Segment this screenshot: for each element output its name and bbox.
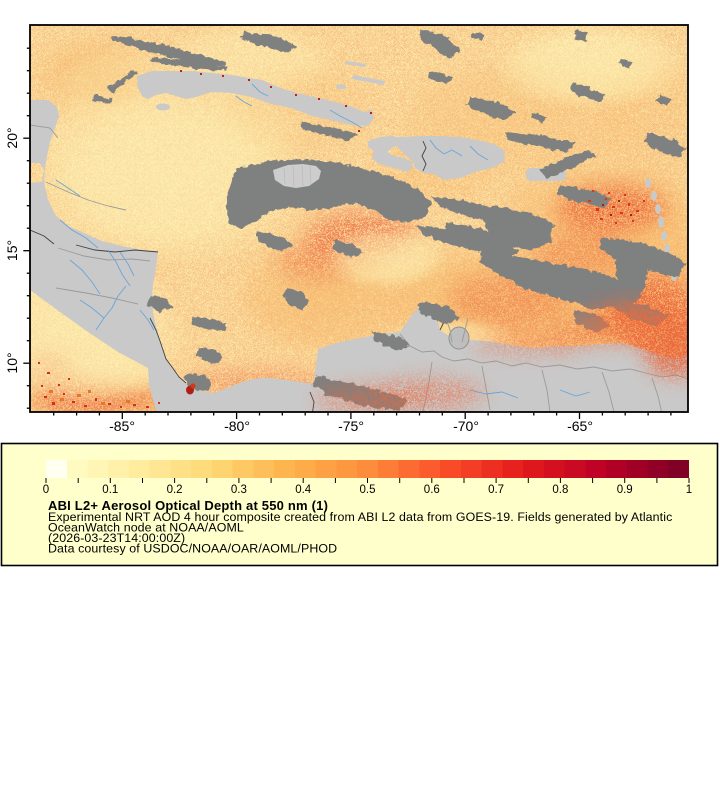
svg-text:Experimental NRT AOD 4 hour co: Experimental NRT AOD 4 hour composite cr…: [48, 510, 672, 524]
svg-text:0.1: 0.1: [102, 484, 118, 496]
svg-text:OceanWatch node at NOAA/AOML: OceanWatch node at NOAA/AOML: [48, 521, 244, 535]
svg-text:Data courtesy of USDOC/NOAA/OA: Data courtesy of USDOC/NOAA/OAR/AOML/PHO…: [48, 542, 337, 556]
svg-text:0.5: 0.5: [360, 484, 376, 496]
svg-text:-75°: -75°: [338, 418, 364, 434]
svg-text:0.9: 0.9: [617, 484, 633, 496]
svg-text:10°: 10°: [4, 352, 20, 373]
svg-text:0.2: 0.2: [167, 484, 183, 496]
svg-text:20°: 20°: [4, 127, 20, 148]
svg-text:0.8: 0.8: [552, 484, 568, 496]
svg-text:0.3: 0.3: [231, 484, 247, 496]
svg-text:-70°: -70°: [453, 418, 479, 434]
svg-text:-65°: -65°: [567, 418, 593, 434]
svg-text:(2026-03-23T14:00:00Z): (2026-03-23T14:00:00Z): [48, 531, 185, 545]
svg-text:0: 0: [43, 484, 49, 496]
svg-text:15°: 15°: [4, 240, 20, 261]
svg-text:-85°: -85°: [109, 418, 135, 434]
svg-text:0.6: 0.6: [424, 484, 440, 496]
svg-text:0.4: 0.4: [295, 484, 312, 496]
svg-text:ABI L2+ Aerosol Optical Depth: ABI L2+ Aerosol Optical Depth at 550 nm …: [48, 498, 328, 513]
svg-text:0.7: 0.7: [488, 484, 504, 496]
svg-text:1: 1: [686, 484, 692, 496]
svg-text:-80°: -80°: [224, 418, 250, 434]
